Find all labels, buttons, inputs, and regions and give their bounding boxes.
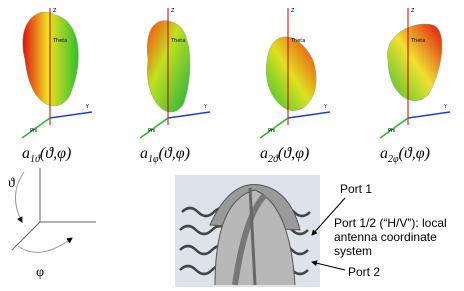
patterns: ZThetaYPhia1ϑ(ϑ,φ)ZThetaYPhia1φ(ϑ,φ)ZThe… (22, 8, 450, 165)
label-base: a (140, 145, 148, 162)
z-label: Z (171, 8, 175, 14)
y-label: Y (203, 104, 208, 110)
label-args: (ϑ,φ) (399, 145, 430, 162)
pattern: Z Theta Y Phi a1φ(ϑ,φ) (140, 8, 210, 165)
y-axis (408, 112, 450, 118)
y-label: Y (443, 104, 448, 110)
theta-label: Theta (410, 38, 425, 44)
theta-label: ϑ (8, 176, 15, 191)
phi-label: φ (36, 265, 44, 280)
figure: ZThetaYPhia1ϑ(ϑ,φ)ZThetaYPhia1φ(ϑ,φ)ZThe… (0, 0, 464, 291)
label-args: (ϑ,φ) (40, 145, 71, 162)
label-base: a (22, 145, 30, 162)
pattern-label: a2φ(ϑ,φ) (380, 145, 430, 165)
pattern-label: a1φ(ϑ,φ) (140, 145, 190, 165)
pattern-label: a1ϑ(ϑ,φ) (22, 145, 71, 165)
pattern: Z Theta Y Phi a1ϑ(ϑ,φ) (22, 8, 92, 165)
port-1-label: Port 1 (340, 182, 372, 196)
label-base: a (380, 145, 388, 162)
phi-label: Phi (388, 128, 396, 134)
z-label: Z (411, 8, 415, 14)
label-args: (ϑ,φ) (159, 145, 190, 162)
pattern-label: a2ϑ(ϑ,φ) (260, 145, 309, 165)
note-line: antenna coordinate (334, 230, 437, 244)
pattern: Z Theta Y Phi a2φ(ϑ,φ) (380, 8, 450, 165)
z-label: Z (291, 8, 295, 14)
phi-label: Phi (30, 128, 38, 134)
label-base: a (260, 145, 268, 162)
label-sub: 1φ (148, 154, 159, 165)
y-label: Y (323, 104, 328, 110)
theta-label: Theta (52, 38, 67, 44)
y-axis (288, 112, 330, 118)
phi-label: Phi (268, 128, 276, 134)
radiation-pattern (23, 12, 79, 106)
label-sub: 2φ (388, 154, 399, 165)
radiation-pattern (387, 24, 442, 101)
y-axis (50, 112, 92, 118)
theta-label: Theta (290, 38, 305, 44)
note-line: system (334, 244, 372, 258)
y-label: Y (85, 104, 90, 110)
radiation-pattern (266, 37, 316, 111)
radiation-pattern (147, 21, 190, 112)
port-2-label: Port 2 (348, 265, 380, 279)
antenna (175, 175, 320, 287)
note-line: Port 1/2 (“H/V”): local (334, 216, 447, 230)
coordinate-system (12, 168, 96, 252)
z-label: Z (53, 8, 57, 14)
phi-label: Phi (148, 128, 156, 134)
theta-label: Theta (170, 38, 185, 44)
label-args: (ϑ,φ) (278, 145, 309, 162)
pattern: Z Theta Y Phi a2ϑ(ϑ,φ) (260, 8, 330, 165)
y-axis (168, 112, 210, 118)
